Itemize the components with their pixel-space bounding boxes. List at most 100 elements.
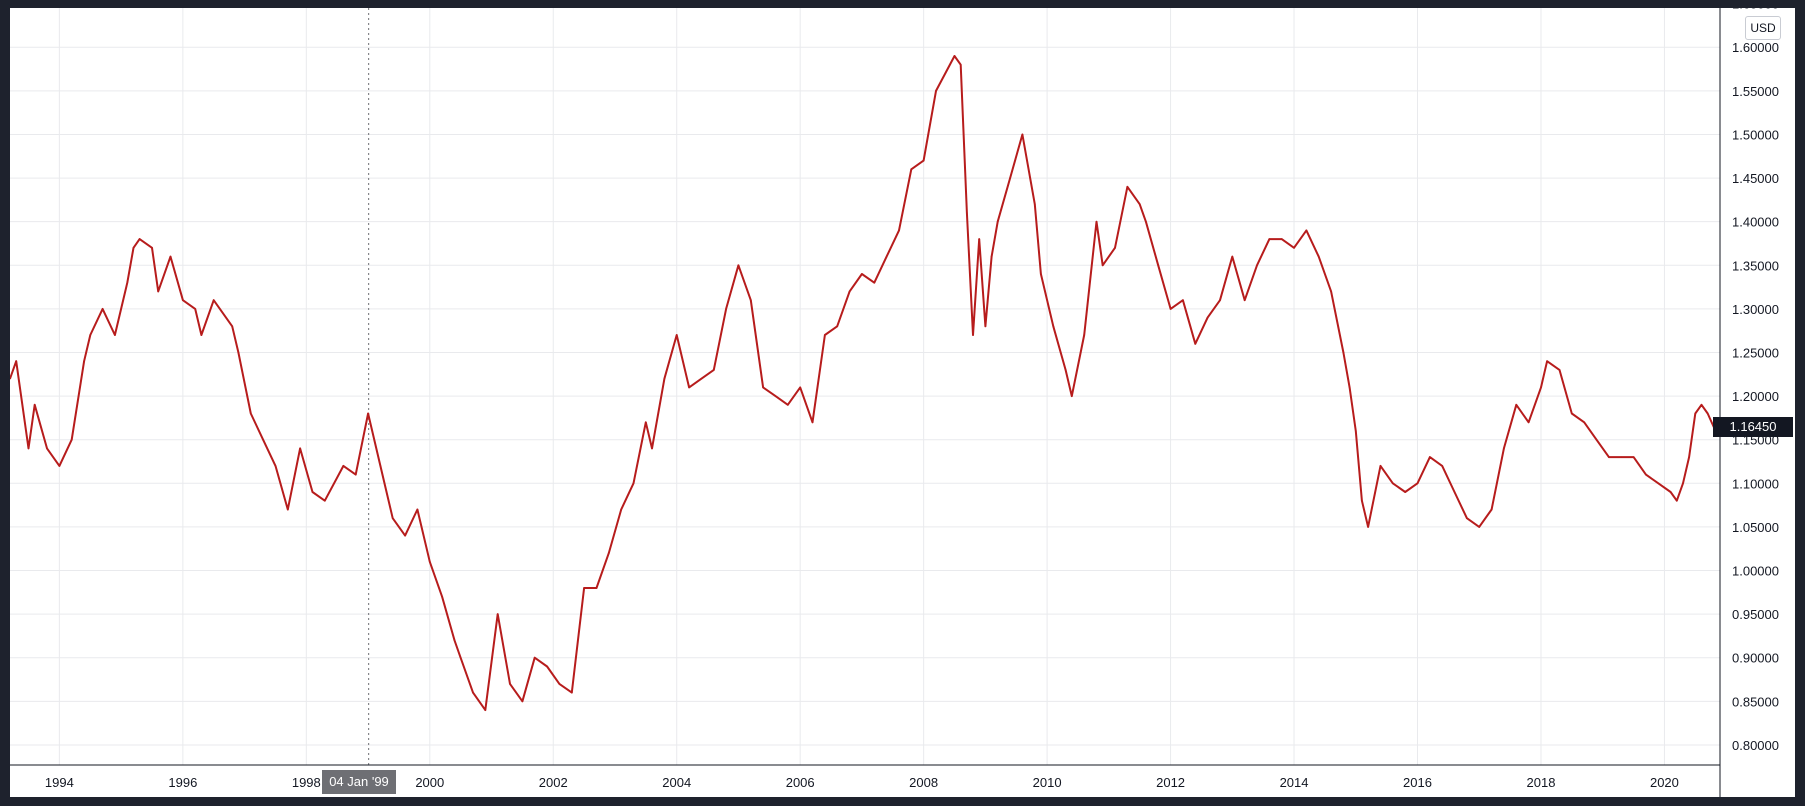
data-point — [799, 386, 801, 389]
y-tick-label: 0.80000 — [1732, 738, 1779, 753]
data-point — [1540, 386, 1542, 389]
data-point — [737, 264, 740, 267]
data-point — [194, 308, 196, 310]
data-point — [712, 369, 715, 371]
data-point — [811, 421, 814, 424]
data-point — [274, 465, 277, 467]
y-tick-label: 1.10000 — [1732, 476, 1779, 491]
data-point — [1052, 325, 1055, 328]
data-point — [1206, 316, 1209, 319]
data-point — [1416, 482, 1419, 485]
data-point — [416, 508, 419, 511]
data-point — [1669, 491, 1672, 493]
data-point — [1571, 412, 1573, 415]
data-point — [354, 473, 357, 476]
data-point — [990, 255, 993, 258]
data-point — [663, 377, 666, 380]
data-point — [935, 90, 937, 92]
data-point — [1392, 482, 1394, 485]
x-tick-label: 2000 — [415, 775, 444, 790]
data-point — [1138, 203, 1141, 206]
data-point — [249, 412, 252, 415]
data-point — [1632, 456, 1635, 458]
data-point — [509, 683, 511, 685]
data-point — [101, 308, 104, 310]
data-point — [58, 465, 61, 467]
data-point — [138, 238, 141, 240]
x-tick-label: 2008 — [909, 775, 938, 790]
y-tick-label: 1.05000 — [1732, 520, 1779, 535]
data-point — [231, 325, 234, 328]
data-point — [367, 412, 369, 415]
data-point — [286, 508, 289, 511]
chart-svg[interactable]: 1994 1996 1998 2000 2002 2004 2006 2008 2010 2012… — [10, 8, 1795, 797]
grid-layer — [10, 8, 1720, 765]
data-point — [1608, 456, 1610, 458]
data-point — [1021, 133, 1024, 136]
data-point — [10, 377, 11, 380]
data-point — [157, 290, 159, 293]
data-point — [570, 691, 573, 694]
x-tick-label: 2018 — [1527, 775, 1556, 790]
line-layer — [10, 55, 1715, 712]
data-point — [1219, 299, 1221, 301]
data-point — [978, 238, 981, 240]
data-point — [126, 281, 129, 284]
data-point — [484, 709, 487, 711]
y-tick-label: 1.60000 — [1732, 40, 1779, 55]
data-point — [151, 247, 153, 249]
data-point — [972, 334, 974, 336]
currency-badge[interactable]: USD — [1745, 16, 1781, 40]
data-point — [1478, 526, 1481, 528]
data-point — [966, 212, 968, 214]
data-point — [342, 465, 345, 467]
data-point — [1503, 447, 1505, 450]
data-point — [114, 334, 116, 336]
data-point — [1293, 247, 1295, 249]
last-price-label: 1.16450 — [1713, 417, 1793, 438]
y-tick-label: 1.40000 — [1732, 215, 1779, 230]
crosshair-date-label: 04 Jan '99 — [322, 770, 396, 794]
data-point — [1682, 482, 1684, 485]
data-point — [1688, 456, 1690, 458]
data-point — [299, 447, 301, 450]
data-point — [558, 683, 561, 685]
data-point — [824, 334, 826, 336]
data-point — [1645, 473, 1647, 476]
data-point — [132, 247, 135, 249]
x-tick-label: 1996 — [168, 775, 197, 790]
data-point — [83, 360, 85, 363]
y-tick-label: 0.90000 — [1732, 651, 1779, 666]
data-point — [1675, 499, 1678, 502]
data-point — [1558, 369, 1561, 371]
data-point — [1317, 255, 1320, 258]
data-point — [749, 299, 752, 301]
data-point — [632, 482, 635, 485]
x-tick-label: 2016 — [1403, 775, 1432, 790]
data-point — [1515, 404, 1518, 406]
data-point — [1330, 290, 1332, 293]
data-point — [1546, 360, 1548, 363]
y-tick-label: 1.30000 — [1732, 302, 1779, 317]
y-tick-label: 1.55000 — [1732, 84, 1779, 99]
data-point — [1083, 334, 1085, 336]
data-point — [404, 534, 406, 537]
data-point — [1040, 273, 1042, 275]
data-point — [521, 700, 524, 703]
data-point — [1694, 412, 1697, 415]
x-label-layer: 1994 1996 1998 2000 2002 2004 2006 2008 2010 2012… — [45, 775, 1679, 790]
data-point — [15, 360, 17, 363]
data-point — [620, 508, 622, 511]
data-point — [885, 255, 888, 258]
data-point — [441, 595, 443, 598]
data-point — [1657, 482, 1660, 485]
y-label-layer: 1.65000 1.60000 1.55000 1.50000 1.45000 1.400… — [1732, 8, 1779, 753]
y-tick-label: 1.00000 — [1732, 564, 1779, 579]
data-point — [1361, 499, 1363, 502]
data-point — [391, 517, 394, 519]
data-point — [1595, 438, 1598, 441]
data-point — [219, 308, 221, 310]
data-point — [675, 334, 678, 336]
data-point — [237, 351, 240, 354]
data-point — [428, 560, 431, 563]
